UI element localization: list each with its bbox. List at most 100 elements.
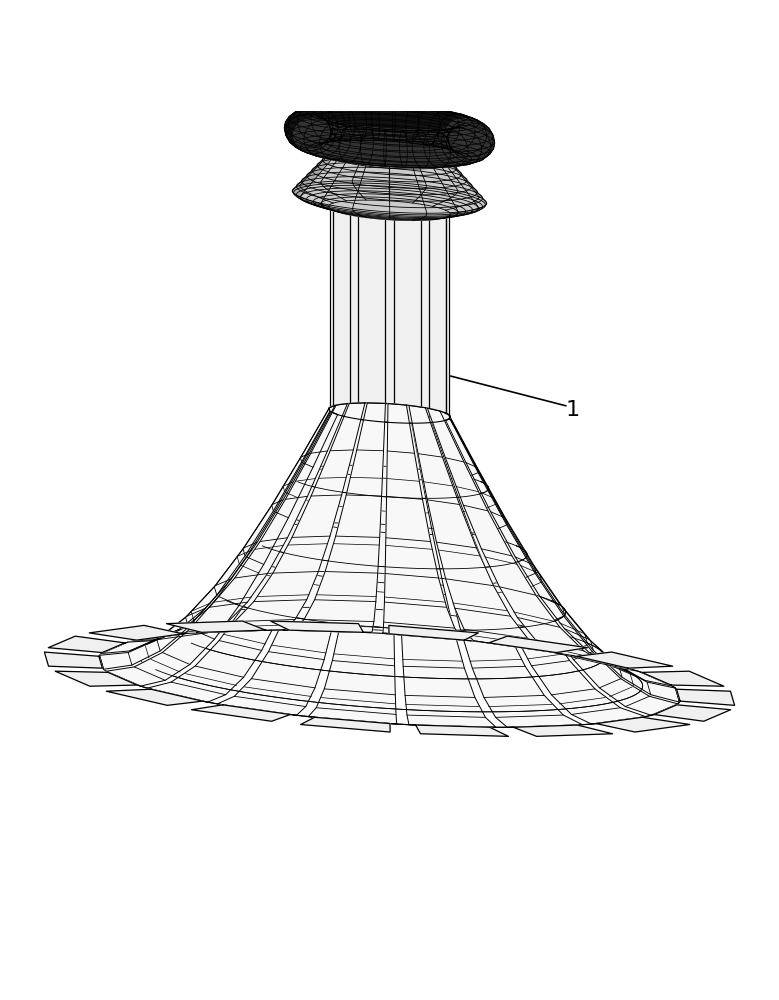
Polygon shape (448, 121, 457, 127)
Polygon shape (378, 109, 393, 115)
Polygon shape (318, 103, 338, 106)
Polygon shape (358, 214, 390, 218)
Polygon shape (354, 120, 367, 126)
Polygon shape (437, 154, 449, 160)
Polygon shape (416, 197, 443, 204)
Polygon shape (471, 120, 478, 124)
Polygon shape (461, 133, 478, 140)
Polygon shape (286, 117, 291, 126)
Polygon shape (474, 126, 487, 135)
Polygon shape (455, 126, 468, 128)
Polygon shape (342, 114, 354, 121)
Polygon shape (294, 141, 308, 150)
Polygon shape (424, 166, 445, 168)
Polygon shape (478, 203, 487, 210)
Polygon shape (286, 114, 293, 122)
Polygon shape (418, 129, 429, 137)
Polygon shape (456, 114, 472, 118)
Polygon shape (435, 133, 445, 139)
Polygon shape (429, 137, 441, 144)
Polygon shape (327, 186, 358, 197)
Polygon shape (428, 408, 632, 669)
Polygon shape (308, 189, 331, 195)
Polygon shape (418, 122, 440, 130)
Polygon shape (462, 115, 478, 121)
Polygon shape (456, 130, 474, 135)
Polygon shape (326, 135, 332, 142)
Polygon shape (421, 171, 452, 181)
Polygon shape (355, 188, 390, 192)
Polygon shape (406, 116, 420, 123)
Polygon shape (411, 146, 433, 155)
Polygon shape (452, 123, 458, 129)
Polygon shape (459, 122, 475, 131)
Polygon shape (319, 206, 341, 213)
Polygon shape (384, 165, 406, 167)
Polygon shape (289, 136, 298, 143)
Polygon shape (449, 111, 467, 117)
Polygon shape (384, 151, 407, 158)
Polygon shape (344, 125, 359, 131)
Polygon shape (409, 405, 562, 654)
Polygon shape (354, 157, 371, 163)
Polygon shape (288, 116, 298, 124)
Polygon shape (478, 146, 488, 154)
Polygon shape (347, 129, 361, 136)
Polygon shape (401, 130, 418, 132)
Polygon shape (393, 121, 406, 128)
Polygon shape (456, 174, 467, 185)
Polygon shape (413, 135, 426, 140)
Polygon shape (390, 159, 419, 166)
Polygon shape (290, 127, 301, 136)
Polygon shape (323, 156, 340, 160)
Polygon shape (315, 143, 324, 147)
Polygon shape (321, 204, 333, 210)
Polygon shape (298, 106, 312, 111)
Polygon shape (294, 140, 304, 146)
Polygon shape (308, 150, 326, 157)
Polygon shape (311, 118, 330, 125)
Polygon shape (390, 212, 427, 215)
Polygon shape (331, 191, 360, 195)
Polygon shape (409, 141, 429, 149)
Polygon shape (438, 127, 445, 135)
Polygon shape (284, 122, 287, 131)
Polygon shape (308, 108, 318, 112)
Polygon shape (425, 145, 444, 148)
Polygon shape (413, 151, 437, 160)
Polygon shape (330, 123, 350, 127)
Polygon shape (464, 156, 471, 160)
Polygon shape (333, 144, 342, 153)
Polygon shape (425, 181, 458, 191)
Polygon shape (354, 126, 367, 131)
Polygon shape (485, 135, 493, 145)
Polygon shape (337, 147, 353, 157)
Polygon shape (404, 130, 424, 133)
Polygon shape (337, 126, 345, 133)
Polygon shape (340, 132, 351, 140)
Polygon shape (349, 139, 369, 144)
Polygon shape (371, 154, 386, 160)
Polygon shape (379, 131, 393, 137)
Polygon shape (466, 203, 478, 210)
Polygon shape (292, 186, 304, 197)
Polygon shape (390, 149, 415, 156)
Polygon shape (334, 135, 341, 143)
Polygon shape (290, 111, 301, 119)
Polygon shape (478, 197, 487, 205)
Polygon shape (471, 207, 483, 213)
Polygon shape (424, 144, 435, 151)
Polygon shape (314, 105, 334, 109)
Polygon shape (300, 197, 322, 205)
Polygon shape (390, 144, 413, 151)
Polygon shape (393, 141, 412, 143)
Polygon shape (375, 104, 394, 107)
Polygon shape (308, 111, 315, 115)
Polygon shape (475, 124, 485, 130)
Polygon shape (312, 165, 323, 175)
Polygon shape (301, 131, 318, 138)
Polygon shape (471, 187, 482, 198)
Polygon shape (331, 180, 360, 191)
Polygon shape (471, 156, 478, 160)
Polygon shape (425, 207, 458, 213)
